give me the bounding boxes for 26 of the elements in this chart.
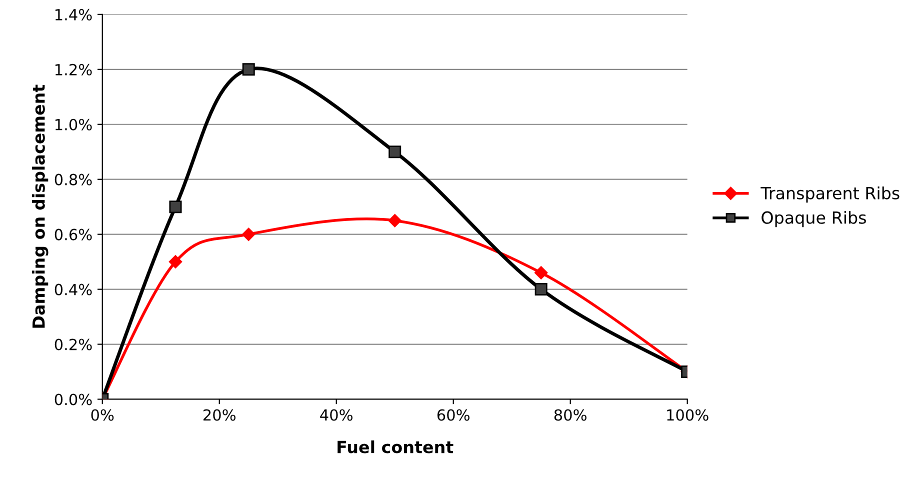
point — [388, 146, 402, 158]
y-axis-title: Damping on displacement — [32, 84, 48, 328]
point — [168, 255, 182, 268]
y-tick-label: 0.0% — [54, 394, 92, 406]
y-tick-label: 0.2% — [54, 338, 92, 350]
y-tick-label: 1.0% — [56, 118, 92, 130]
point — [242, 63, 255, 76]
x-tick-label: 0% — [91, 409, 114, 421]
y-tick-label: 0.8% — [54, 174, 92, 186]
x-tick-label: 40% — [320, 409, 352, 421]
point — [534, 283, 548, 296]
point — [534, 266, 548, 280]
y-tick-label: 1.2% — [56, 64, 92, 76]
x-axis-title: Fuel content — [338, 440, 454, 454]
x-tick-label: 20% — [204, 409, 236, 421]
point — [242, 228, 256, 241]
x-tick-label: 100% — [667, 409, 708, 421]
y-tick-label: 1.4% — [56, 8, 92, 20]
y-tick-label: 0.4% — [54, 284, 92, 296]
x-tick-label: 80% — [554, 409, 586, 421]
y-tick-label: 0.6% — [54, 228, 92, 240]
legend-label: Opaque Ribs — [762, 210, 866, 228]
x-tick-label: 60% — [437, 409, 470, 421]
legend-label: Transparent Ribs — [760, 186, 900, 203]
point — [169, 200, 182, 214]
point — [388, 214, 402, 228]
